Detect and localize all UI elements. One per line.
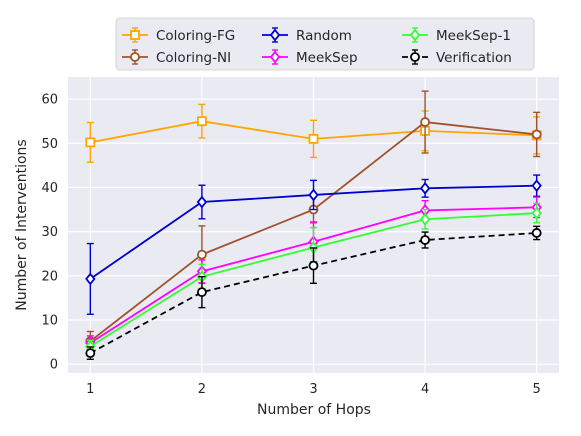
legend-label: Coloring-FG <box>156 28 235 44</box>
data-point <box>197 249 207 260</box>
legend-item-coloring-ni: Coloring-NI <box>122 49 231 66</box>
legend-marker <box>130 52 140 62</box>
data-point <box>85 348 96 359</box>
y-tick-label: 50 <box>41 137 58 152</box>
x-tick-label: 4 <box>421 382 429 397</box>
data-point <box>196 195 208 209</box>
data-point <box>420 235 430 245</box>
data-point <box>531 179 542 193</box>
legend-label: Coloring-NI <box>156 50 231 66</box>
legend-label: MeekSep-1 <box>436 28 511 44</box>
legend-item-verification: Verification <box>402 49 512 66</box>
legend-marker <box>410 52 420 62</box>
legend-box <box>115 17 535 71</box>
legend-label: MeekSep <box>296 50 358 66</box>
legend: Coloring-FG Coloring-NI Random MeekSep MeekS… <box>115 17 535 71</box>
legend-label: Verification <box>436 50 512 66</box>
data-point <box>308 133 319 144</box>
x-tick-label: 1 <box>86 382 94 397</box>
x-tick-label: 5 <box>533 382 541 397</box>
legend-item-meeksep: MeekSep <box>262 49 358 66</box>
data-point <box>308 260 319 271</box>
series-layer <box>85 90 542 361</box>
legend-item-meeksep-1: MeekSep-1 <box>402 27 511 44</box>
data-point <box>85 137 96 148</box>
y-tick-label: 10 <box>41 313 58 328</box>
y-tick-label: 0 <box>50 358 58 373</box>
legend-marker <box>409 28 421 42</box>
data-point <box>420 117 430 127</box>
x-axis-label: Number of Hops <box>257 402 371 418</box>
y-axis-label: Number of Interventions <box>14 139 30 310</box>
legend-item-random: Random <box>262 27 352 44</box>
data-point <box>308 188 319 202</box>
y-tick-label: 60 <box>41 93 58 108</box>
data-point <box>85 272 96 286</box>
data-point <box>531 129 542 140</box>
y-tick-label: 40 <box>41 181 58 196</box>
data-point <box>531 228 542 238</box>
legend-marker <box>269 50 281 64</box>
x-tick-label: 3 <box>309 382 317 397</box>
legend-label: Random <box>296 28 352 44</box>
legend-marker <box>269 28 281 42</box>
legend-item-coloring-fg: Coloring-FG <box>122 27 235 44</box>
x-tick-label: 2 <box>198 382 206 397</box>
data-point <box>419 212 431 226</box>
legend-marker <box>130 30 140 40</box>
series-random <box>85 174 542 315</box>
data-point <box>197 287 207 298</box>
data-point <box>531 206 542 220</box>
data-point <box>419 181 431 195</box>
y-tick-label: 30 <box>41 225 58 240</box>
series-verification <box>85 225 542 361</box>
data-point <box>197 116 207 127</box>
y-tick-label: 20 <box>41 269 58 284</box>
